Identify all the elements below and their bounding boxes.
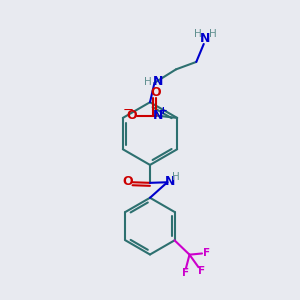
Text: F: F <box>199 266 206 276</box>
Text: O: O <box>127 109 137 122</box>
Text: H: H <box>194 29 202 39</box>
Text: F: F <box>182 268 189 278</box>
Text: −: − <box>123 104 134 117</box>
Text: O: O <box>122 176 133 188</box>
Text: H: H <box>144 76 152 87</box>
Text: H: H <box>172 172 180 182</box>
Text: +: + <box>158 106 167 116</box>
Text: N: N <box>153 109 163 122</box>
Text: N: N <box>200 32 210 45</box>
Text: N: N <box>165 176 175 188</box>
Text: O: O <box>150 86 161 99</box>
Text: H: H <box>209 28 217 38</box>
Text: N: N <box>153 75 163 88</box>
Text: F: F <box>203 248 210 259</box>
